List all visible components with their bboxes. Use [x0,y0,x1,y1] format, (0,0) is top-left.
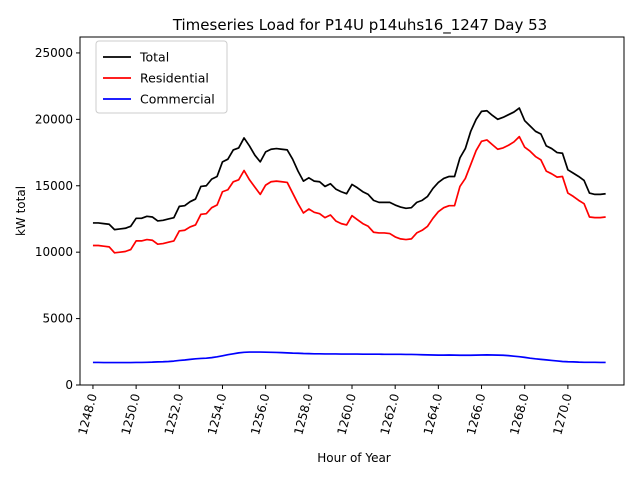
legend-label-commercial: Commercial [140,92,215,107]
x-tick-label: 1256.0 [248,392,272,436]
x-tick-label: 1248.0 [75,392,99,436]
series-lines [92,107,606,364]
y-tick-label: 15000 [35,179,73,193]
x-tick-label: 1262.0 [378,392,402,436]
series-line-residential [92,135,606,254]
legend-box [95,40,228,114]
x-tick-label: 1254.0 [205,392,229,436]
y-axis-label: kW total [14,186,28,236]
legend-label-residential: Residential [140,71,209,86]
x-axis-ticks: 1248.0 1250.0 1252.0 1254.0 1256.0 1258.0 1260… [75,385,575,436]
y-axis-ticks: 0 5000 10000 15000 20000 25000 [35,46,80,392]
y-tick-label: 10000 [35,245,73,259]
x-tick-label: 1266.0 [464,392,488,436]
x-tick-label: 1252.0 [162,392,186,436]
x-tick-label: 1258.0 [291,392,315,436]
y-tick-label: 20000 [35,112,73,126]
y-tick-label: 5000 [42,312,73,326]
legend: Total Residential Commercial [95,40,228,114]
y-tick-label: 0 [65,378,73,392]
x-tick-label: 1264.0 [421,392,445,436]
x-axis-label: Hour of Year [317,451,391,465]
chart-title: Timeseries Load for P14U p14uhs16_1247 D… [172,16,547,35]
legend-label-total: Total [139,50,169,65]
x-tick-label: 1268.0 [507,392,531,436]
series-line-total [92,107,606,231]
x-tick-label: 1260.0 [335,392,359,436]
x-tick-label: 1250.0 [119,392,143,436]
series-line-commercial [92,351,606,364]
y-tick-label: 25000 [35,46,73,60]
x-tick-label: 1270.0 [550,392,574,436]
